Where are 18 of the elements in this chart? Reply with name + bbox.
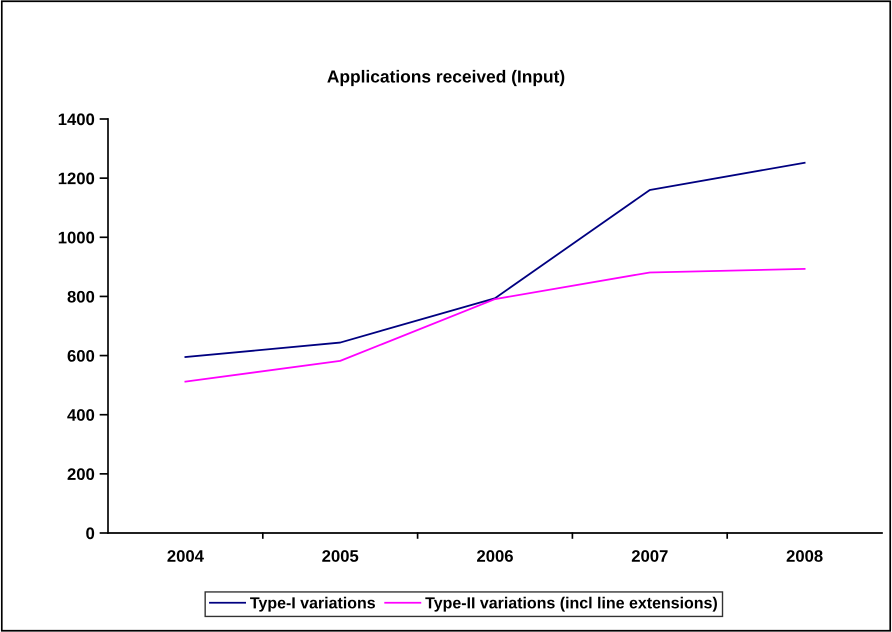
x-tick-label: 2004 bbox=[167, 550, 204, 562]
line-series bbox=[184, 162, 806, 358]
y-tick-label: 800 bbox=[68, 290, 94, 303]
x-tick-label: 2005 bbox=[322, 550, 358, 562]
y-tick-label: 1400 bbox=[58, 113, 94, 126]
legend-label: Type-I variations bbox=[250, 596, 375, 612]
x-tick-label: 2008 bbox=[786, 550, 823, 562]
y-tick-label: 400 bbox=[67, 409, 94, 421]
y-tick-label: 600 bbox=[68, 350, 94, 362]
x-tick-label: 2006 bbox=[477, 550, 513, 562]
y-tick-label: 0 bbox=[86, 527, 94, 540]
chart-title: Applications received (Input) bbox=[327, 70, 564, 86]
y-tick-label: 200 bbox=[68, 468, 94, 480]
x-tick-label: 2007 bbox=[632, 550, 668, 562]
legend-label: Type-II variations (incl line extensions) bbox=[425, 596, 717, 612]
y-tick-label: 1200 bbox=[58, 172, 94, 184]
line-series bbox=[184, 268, 806, 382]
y-tick-label: 1000 bbox=[58, 232, 94, 244]
